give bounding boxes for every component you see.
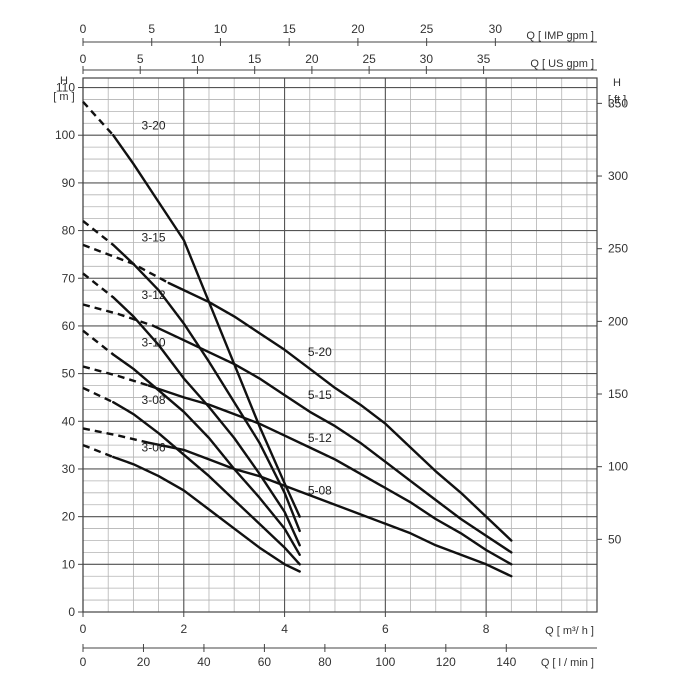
lmin-tick-label: 40 [197,655,211,669]
curve-3-10-dashed [82,329,114,356]
ft-tick-label: 100 [608,460,628,474]
x-tick-label: 4 [281,622,288,636]
ft-tick-label: 250 [608,242,628,256]
imp-tick-label: 10 [214,22,228,36]
curve-5-12 [147,384,513,566]
y-tick-label: 50 [62,367,76,381]
curve-5-20-dashed [82,243,170,285]
curve-5-15 [152,324,513,554]
us-tick-label: 30 [420,52,434,66]
imp-tick-label: 0 [80,22,87,36]
curve-3-06 [112,455,301,573]
lmin-tick-label: 120 [436,655,456,669]
curve-5-08 [147,441,513,578]
curve-3-12-dashed [82,272,114,299]
imp-tick-label: 5 [148,22,155,36]
ft-tick-label: 150 [608,387,628,401]
curve-3-08 [112,401,301,566]
y-tick-label: 30 [62,462,76,476]
lmin-tick-label: 60 [258,655,272,669]
curve-3-06-dashed [82,443,114,459]
x-tick-label: 2 [180,622,187,636]
y-tick-label: 70 [62,271,76,285]
us-tick-label: 0 [80,52,87,66]
us-tick-label: 25 [362,52,376,66]
curve-3-12 [112,296,301,547]
x-tick-label: 0 [80,622,87,636]
curve-label-3-06: 3-06 [142,441,166,455]
curve-label-3-12: 3-12 [142,288,166,302]
imp-tick-label: 20 [351,22,365,36]
imp-tick-label: 15 [283,22,297,36]
curve-3-20-dashed [82,100,115,137]
lmin-tick-label: 140 [496,655,516,669]
y-tick-label: 60 [62,319,76,333]
y-tick-label: 80 [62,224,76,238]
curve-label-3-08: 3-08 [142,393,166,407]
curve-label-5-12: 5-12 [308,431,332,445]
curve-label-5-15: 5-15 [308,388,332,402]
curve-label-3-20: 3-20 [142,119,166,133]
y-tick-label: 110 [56,81,75,95]
curve-3-10 [112,353,301,556]
lmin-tick-label: 20 [137,655,151,669]
ft-tick-label: 350 [608,96,628,110]
curve-label-3-10: 3-10 [142,336,166,350]
y-axis-label-symbol: H [60,75,68,87]
y-tick-label: 40 [62,414,76,428]
y-tick-label: 0 [68,605,75,619]
y-tick-label: 20 [62,510,76,524]
curve-label-5-20: 5-20 [308,345,332,359]
ft-tick-label: 50 [608,532,622,546]
curve-label-5-08: 5-08 [308,483,332,497]
imp-axis-label: Q [ IMP gpm ] [526,30,594,42]
series-curves [82,100,513,578]
ft-tick-label: 200 [608,314,628,328]
lmin-axis-label: Q [ l / min ] [541,657,594,669]
curve-3-15-dashed [82,220,114,246]
x-tick-label: 6 [382,622,389,636]
y-tick-label: 10 [62,557,76,571]
curve-3-15 [112,243,301,533]
grid [82,78,597,613]
x-axis-label: Q [ m³/ h ] [545,625,594,637]
y-tick-label: 100 [55,128,75,142]
y-axis-label-unit: [ m ] [53,91,74,103]
us-tick-label: 35 [477,52,491,66]
us-tick-label: 20 [305,52,319,66]
right-axis-label-symbol: H [613,77,621,89]
curve-5-20 [167,281,513,542]
curve-label-3-15: 3-15 [142,231,166,245]
us-tick-label: 10 [191,52,205,66]
lmin-tick-label: 100 [375,655,395,669]
y-tick-label: 90 [62,176,76,190]
x-tick-label: 8 [483,622,490,636]
ft-tick-label: 300 [608,169,628,183]
curve-3-08-dashed [82,386,114,404]
us-tick-label: 15 [248,52,262,66]
imp-tick-label: 25 [420,22,434,36]
imp-tick-label: 30 [489,22,503,36]
plot-frame [82,77,598,613]
lmin-tick-label: 0 [80,655,87,669]
curve-5-12-dashed [82,365,149,387]
us-tick-label: 5 [137,52,144,66]
lmin-tick-label: 80 [318,655,332,669]
axes [78,38,602,652]
curve-5-08-dashed [82,427,149,444]
curve-5-15-dashed [82,303,154,328]
us-axis-label: Q [ US gpm ] [530,58,594,70]
right-axis-label-unit: [ ft ] [608,94,626,106]
